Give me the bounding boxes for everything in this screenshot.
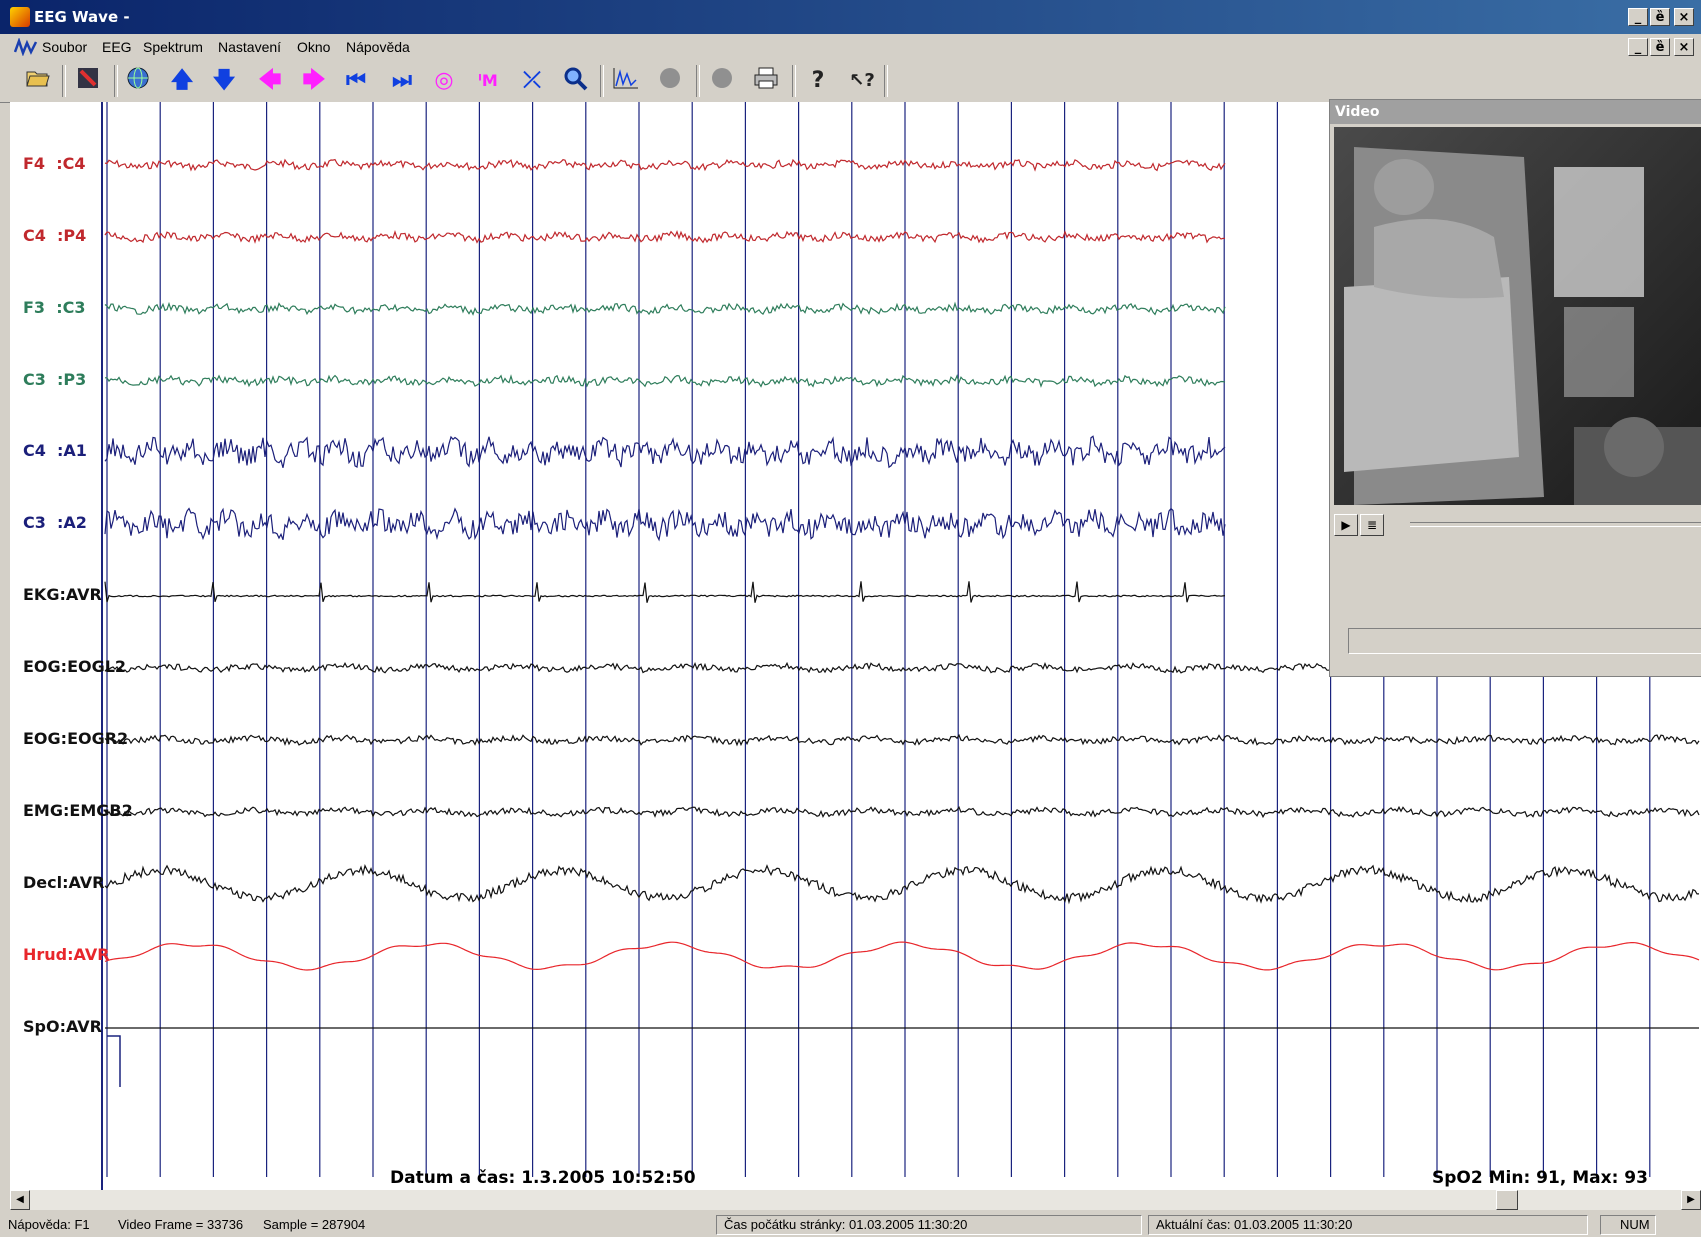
open-folder-icon[interactable] <box>22 66 54 96</box>
arrow-right-icon[interactable]: 🡆 <box>302 68 326 93</box>
scroll-thumb[interactable] <box>1496 1190 1518 1210</box>
zoom-icon[interactable] <box>560 66 592 96</box>
menu-napoveda[interactable]: Nápověda <box>346 39 410 55</box>
restore-button[interactable]: ȅ <box>1650 8 1670 26</box>
toolbar-separator <box>62 65 66 97</box>
toolbar-separator <box>114 65 118 97</box>
channel-label: SpO:AVR <box>23 1017 102 1036</box>
spo2-marker <box>107 1035 121 1087</box>
title-bar: EEG Wave - _ ȅ × <box>0 0 1701 34</box>
mdi-restore-button[interactable]: ȅ <box>1650 38 1670 56</box>
app-icon <box>10 7 30 27</box>
channel-label: C4 :P4 <box>23 226 87 245</box>
context-help-icon[interactable]: ↖? <box>849 70 875 91</box>
close-button[interactable]: × <box>1674 8 1694 26</box>
mdi-close-button[interactable]: × <box>1674 38 1694 56</box>
toolbar: 🡅 🡇 🡄 🡆 ⏮ ⏭ ◎ ᴵM ⤫ ? ↖? <box>0 60 1701 103</box>
toolbar-separator <box>600 65 604 97</box>
menu-spektrum[interactable]: Spektrum <box>143 39 203 55</box>
arrow-up-icon[interactable]: 🡅 <box>170 68 194 93</box>
channel-label: C3 :P3 <box>23 370 87 389</box>
globe-icon[interactable] <box>122 66 154 96</box>
menu-okno[interactable]: Okno <box>297 39 331 55</box>
status-video-frame: Video Frame = 33736 <box>118 1217 244 1232</box>
status-pane <box>1600 1215 1656 1235</box>
printer-icon[interactable] <box>750 66 782 96</box>
channel-label: EMG:EMGB2 <box>23 801 133 820</box>
channel-label: F3 :C3 <box>23 298 86 317</box>
scroll-right-button[interactable]: ▶ <box>1681 1190 1701 1210</box>
status-num: NUM <box>1620 1217 1650 1232</box>
channel-label: Decl:AVR <box>23 873 105 892</box>
toolbar-separator <box>792 65 796 97</box>
trace-8 <box>104 733 1700 747</box>
toolbar-separator <box>884 65 888 97</box>
trace-9 <box>104 805 1700 819</box>
spiral-icon[interactable]: ◎ <box>434 68 454 93</box>
marker-icon[interactable]: ᴵM <box>478 71 498 90</box>
arrow-down-icon[interactable]: 🡇 <box>212 68 236 93</box>
video-play-button[interactable]: ▶ <box>1334 514 1358 536</box>
channel-label: EKG:AVR <box>23 585 102 604</box>
status-pane <box>1148 1215 1588 1235</box>
jump-start-icon[interactable]: ⏮ <box>346 68 366 93</box>
video-frame <box>1334 127 1701 505</box>
menu-eeg[interactable]: EEG <box>102 39 132 55</box>
status-sample: Sample = 287904 <box>263 1217 366 1232</box>
minimize-button[interactable]: _ <box>1628 8 1648 26</box>
spectrum-icon[interactable] <box>610 66 642 96</box>
record-gray-icon[interactable] <box>654 66 686 96</box>
channel-label: C3 :A2 <box>23 513 87 532</box>
menu-nastaveni[interactable]: Nastavení <box>218 39 282 55</box>
status-pane <box>716 1215 1142 1235</box>
channel-label: Hrud:AVR <box>23 945 110 964</box>
trace-2 <box>104 301 1226 316</box>
horizontal-scrollbar[interactable]: ◀ ▶ <box>10 1190 1701 1210</box>
stop-gray-icon[interactable] <box>706 66 738 96</box>
channel-label: EOG:EOGR2 <box>23 729 129 748</box>
trace-4 <box>104 435 1226 469</box>
video-list-button[interactable]: ≣ <box>1360 514 1384 536</box>
window-title: EEG Wave - <box>34 8 130 26</box>
channel-label: EOG:EOGL2 <box>23 657 127 676</box>
patient-video-image <box>1334 127 1701 505</box>
eeg-logo-icon <box>14 38 38 56</box>
channel-label: F4 :C4 <box>23 154 86 173</box>
status-current-time: Aktuální čas: 01.03.2005 11:30:20 <box>1156 1217 1353 1232</box>
trace-5 <box>104 507 1226 542</box>
datetime-readout: Datum a čas: 1.3.2005 10:52:50 <box>390 1168 696 1188</box>
toolbar-separator <box>696 65 700 97</box>
trace-10 <box>104 864 1699 905</box>
trace-11 <box>104 941 1700 971</box>
status-bar: Nápověda: F1 Video Frame = 33736 Sample … <box>0 1213 1701 1237</box>
status-page-start: Čas počátku stránky: 01.03.2005 11:30:20 <box>724 1217 968 1232</box>
help-icon[interactable]: ? <box>811 68 825 93</box>
trace-1 <box>104 229 1226 244</box>
video-seek-slider[interactable] <box>1410 522 1701 527</box>
montage-edit-icon[interactable] <box>72 66 104 96</box>
video-title: Video <box>1330 100 1701 124</box>
trace-6 <box>104 581 1226 603</box>
menu-bar: Soubor EEG Spektrum Nastavení Okno Nápov… <box>0 34 1701 60</box>
video-panel: Video ▶ ≣ <box>1329 99 1701 677</box>
trace-0 <box>104 158 1226 172</box>
trace-3 <box>105 374 1226 388</box>
spo2-readout: SpO2 Min: 91, Max: 93 <box>1432 1168 1648 1188</box>
mdi-minimize-button[interactable]: _ <box>1628 38 1648 56</box>
channel-label: C4 :A1 <box>23 441 87 460</box>
axis-scale-icon[interactable]: ⤫ <box>523 68 541 93</box>
jump-end-icon[interactable]: ⏭ <box>392 68 412 93</box>
scroll-left-button[interactable]: ◀ <box>10 1190 30 1210</box>
arrow-left-icon[interactable]: 🡄 <box>258 68 282 93</box>
menu-soubor[interactable]: Soubor <box>42 39 88 55</box>
status-help: Nápověda: F1 <box>8 1217 90 1232</box>
video-info-field <box>1348 628 1701 654</box>
